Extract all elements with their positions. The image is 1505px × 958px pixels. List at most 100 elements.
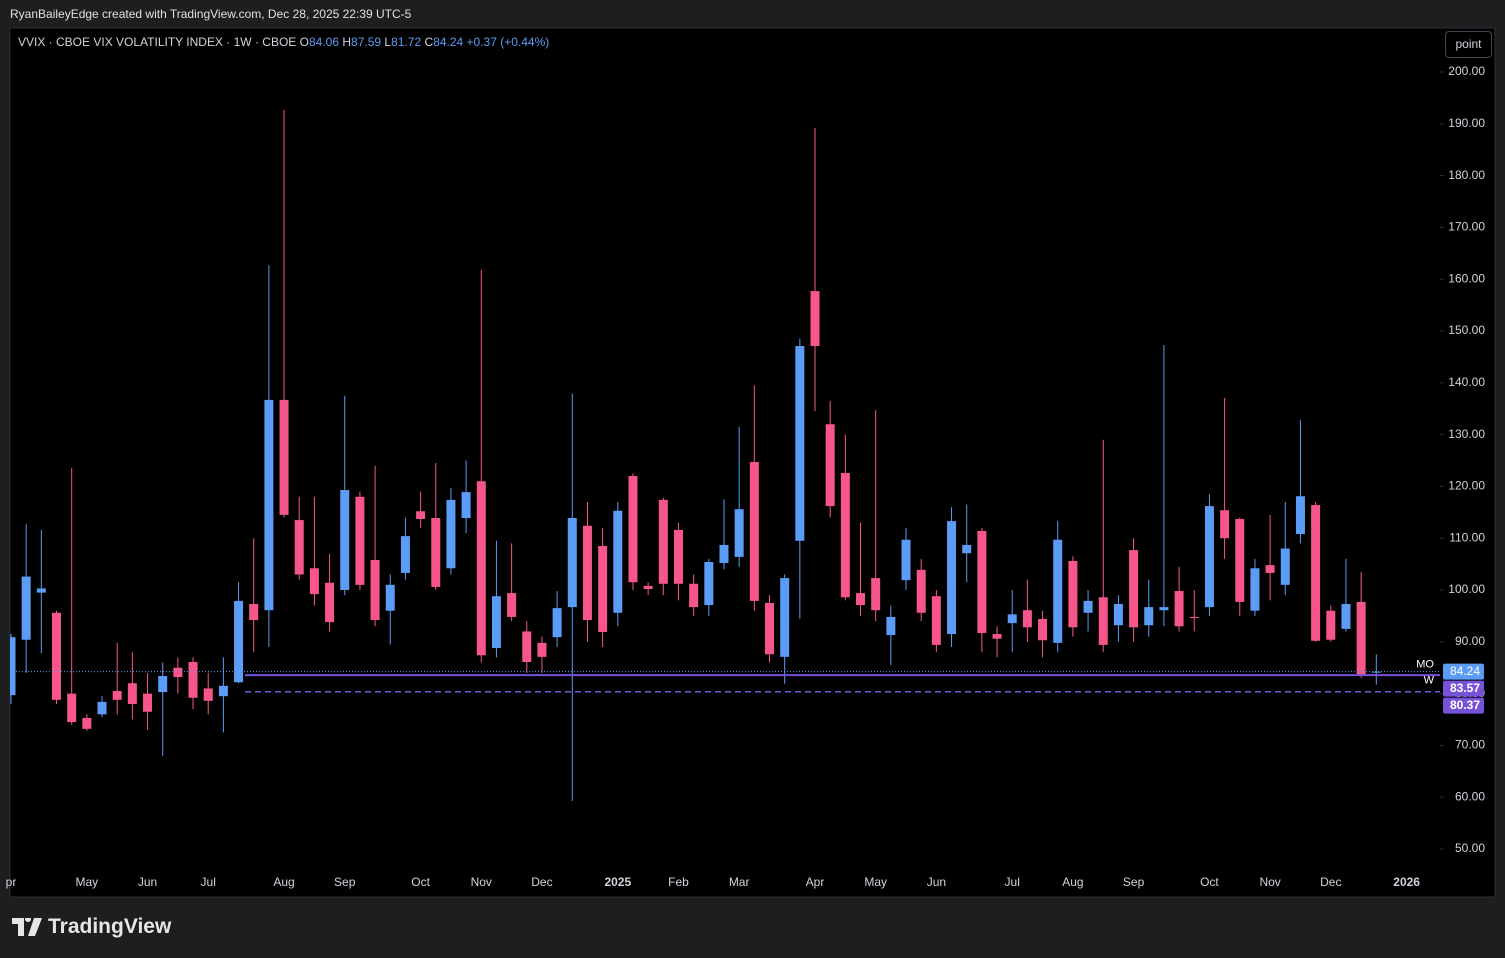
- candle-body: [1068, 560, 1078, 628]
- candle-body: [1113, 603, 1123, 626]
- candle-body: [264, 399, 274, 611]
- y-tick-label: 60.00: [1455, 789, 1485, 803]
- candle-body: [749, 462, 759, 601]
- x-tick-label: Sep: [1123, 875, 1145, 889]
- price-line-label: 83.57: [1450, 681, 1480, 695]
- price-line-name: MO: [1416, 659, 1434, 671]
- x-tick-label: Nov: [1259, 875, 1280, 889]
- x-tick-label: Oct: [411, 875, 430, 889]
- logo-icon: [12, 918, 42, 936]
- point-button[interactable]: point: [1445, 31, 1492, 58]
- value: 87.59: [351, 35, 382, 49]
- x-tick-label: Sep: [334, 875, 356, 889]
- candle-body: [416, 511, 426, 520]
- candle-body: [1356, 601, 1366, 675]
- candle-body: [1007, 614, 1017, 624]
- candle-body: [810, 291, 820, 347]
- candle-body: [537, 642, 547, 657]
- candle-body: [1204, 506, 1214, 608]
- candle-body: [1038, 619, 1048, 641]
- x-tick-label: May: [864, 875, 887, 889]
- candle-body: [1265, 565, 1275, 573]
- candle-body: [188, 662, 198, 698]
- x-tick-label: Apr: [806, 875, 825, 889]
- logo: TradingView: [12, 915, 171, 939]
- x-tick-label: Feb: [668, 875, 689, 889]
- candle-body: [446, 499, 456, 569]
- candle-body: [856, 593, 866, 606]
- candle-body: [143, 693, 153, 712]
- value: 81.72: [391, 35, 422, 49]
- candle-body: [1129, 550, 1139, 628]
- candle-body: [598, 545, 608, 632]
- label: C: [424, 35, 434, 49]
- candle-body: [1220, 510, 1230, 539]
- y-tick-label: 70.00: [1455, 738, 1485, 752]
- y-tick-label: 130.00: [1448, 427, 1485, 441]
- x-tick-label: Jun: [927, 875, 946, 889]
- candle-body: [218, 685, 228, 697]
- change-percent: (+0.44%): [500, 35, 550, 49]
- x-tick-label: Jun: [138, 875, 157, 889]
- x-tick-label: Nov: [471, 875, 492, 889]
- candle-body: [1083, 600, 1093, 613]
- label: H: [342, 35, 352, 49]
- y-tick-label: 120.00: [1448, 479, 1485, 493]
- candle-body: [780, 578, 790, 657]
- candle-body: [901, 539, 911, 581]
- candle-body: [795, 346, 805, 541]
- y-tick-label: 140.00: [1448, 375, 1485, 389]
- candle-body: [825, 424, 835, 507]
- candle-body: [886, 616, 896, 636]
- y-tick-label: 180.00: [1448, 168, 1485, 182]
- candle-body: [309, 568, 319, 595]
- value: 84.24: [433, 35, 464, 49]
- candle-body: [582, 525, 592, 621]
- symbol: VVIX · CBOE VIX VOLATILITY INDEX · 1W · …: [18, 35, 297, 49]
- y-tick-label: 90.00: [1455, 634, 1485, 648]
- candle-body: [719, 544, 729, 564]
- candle-body: [522, 631, 532, 663]
- candle-body: [249, 603, 259, 621]
- y-tick-label: 50.00: [1455, 841, 1485, 855]
- y-tick-label: 100.00: [1448, 582, 1485, 596]
- credit: RyanBaileyEdge created with TradingView.…: [10, 7, 412, 21]
- x-tick-label: Dec: [1320, 875, 1341, 889]
- candle-body: [1341, 603, 1351, 629]
- candles: [10, 109, 1381, 801]
- x-tick-label: Jul: [1005, 875, 1020, 889]
- candle-body: [613, 510, 623, 613]
- x-tick-label: Oct: [1200, 875, 1219, 889]
- candle-body: [628, 476, 638, 583]
- candle-body: [294, 520, 304, 575]
- candle-body: [689, 583, 699, 608]
- candle-body: [507, 593, 517, 617]
- candle-body: [552, 608, 562, 638]
- candle-body: [325, 582, 335, 623]
- candle-body: [1053, 539, 1063, 643]
- change: +0.37: [466, 35, 497, 49]
- x-tick-label: May: [76, 875, 99, 889]
- y-tick-label: 170.00: [1448, 220, 1485, 234]
- candle-body: [1189, 616, 1199, 618]
- candle-body: [10, 637, 16, 696]
- candle-body: [962, 544, 972, 554]
- candle-body: [491, 596, 501, 649]
- x-tick-label: Dec: [531, 875, 552, 889]
- y-tick-label: 150.00: [1448, 323, 1485, 337]
- candle-body: [1295, 496, 1305, 535]
- x-tick-label: Aug: [273, 875, 294, 889]
- candle-body: [127, 683, 137, 704]
- candle-body: [355, 496, 365, 585]
- candle-body: [370, 559, 380, 621]
- price-line-label: 80.37: [1450, 698, 1480, 712]
- label: L: [384, 35, 392, 49]
- candle-body: [82, 717, 92, 729]
- candle-body: [112, 691, 122, 700]
- candle-body: [400, 536, 410, 573]
- candle-body: [1250, 568, 1260, 611]
- y-tick-label: 160.00: [1448, 271, 1485, 285]
- x-tick-label: pr: [6, 875, 17, 889]
